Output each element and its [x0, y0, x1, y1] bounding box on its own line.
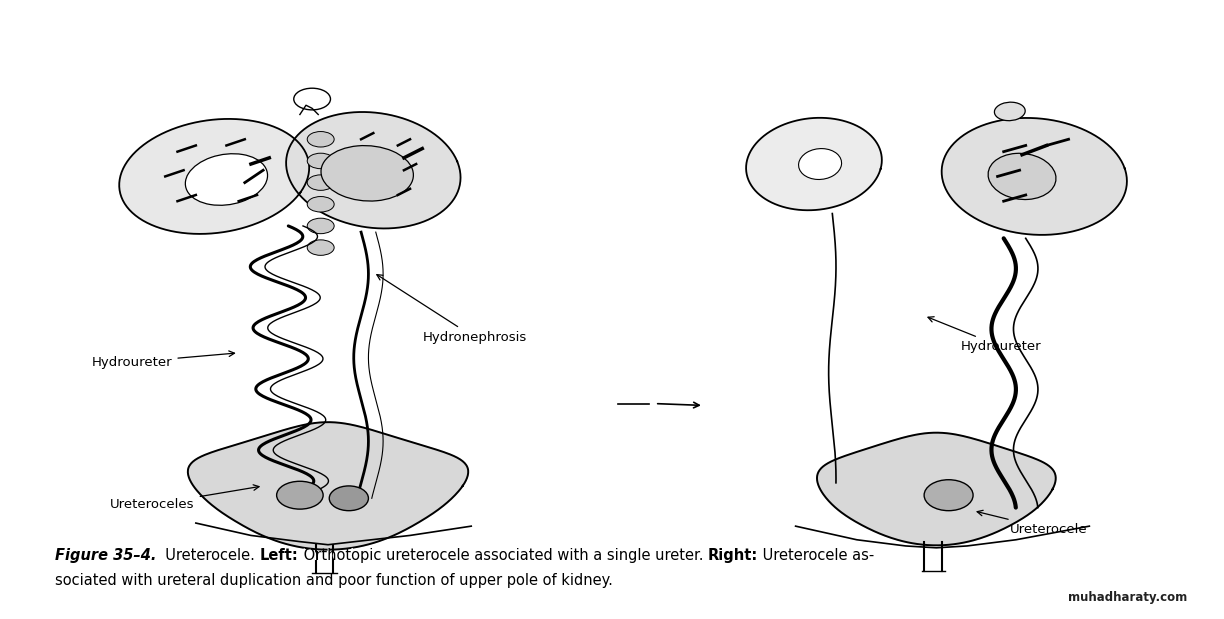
Ellipse shape: [307, 218, 334, 233]
Text: Figure 35–4.: Figure 35–4.: [55, 548, 157, 563]
Polygon shape: [941, 118, 1127, 235]
Text: Ureterocele as-: Ureterocele as-: [758, 548, 874, 563]
Text: Ureterocele: Ureterocele: [977, 510, 1087, 536]
Text: Left:: Left:: [259, 548, 299, 563]
Text: muhadharaty.com: muhadharaty.com: [1069, 591, 1187, 604]
Polygon shape: [816, 433, 1056, 545]
Text: Hydronephrosis: Hydronephrosis: [377, 275, 526, 344]
Text: Ureteroceles: Ureteroceles: [110, 485, 259, 511]
Polygon shape: [187, 422, 469, 550]
Text: Ureterocele.: Ureterocele.: [157, 548, 259, 563]
Ellipse shape: [329, 486, 368, 511]
Text: Orthotopic ureterocele associated with a single ureter.: Orthotopic ureterocele associated with a…: [299, 548, 707, 563]
Text: sociated with ureteral duplication and poor function of upper pole of kidney.: sociated with ureteral duplication and p…: [55, 573, 613, 587]
Ellipse shape: [924, 480, 973, 511]
Ellipse shape: [185, 154, 268, 206]
Ellipse shape: [307, 153, 334, 168]
Ellipse shape: [307, 175, 334, 190]
Ellipse shape: [307, 196, 334, 212]
Ellipse shape: [307, 240, 334, 256]
Ellipse shape: [994, 102, 1026, 121]
Text: Right:: Right:: [707, 548, 758, 563]
Ellipse shape: [321, 145, 414, 201]
Polygon shape: [747, 118, 881, 210]
Ellipse shape: [798, 149, 842, 180]
Ellipse shape: [307, 131, 334, 147]
Text: Hydroureter: Hydroureter: [928, 317, 1042, 353]
Polygon shape: [286, 112, 460, 228]
Ellipse shape: [277, 482, 323, 509]
Polygon shape: [119, 119, 310, 234]
Ellipse shape: [988, 154, 1056, 199]
Text: Figure 35–4.  Ureterocele. Left: Orthotopic ureterocele associated with a single: Figure 35–4. Ureterocele. Left: Orthotop…: [55, 548, 849, 563]
Text: Hydroureter: Hydroureter: [92, 351, 235, 369]
